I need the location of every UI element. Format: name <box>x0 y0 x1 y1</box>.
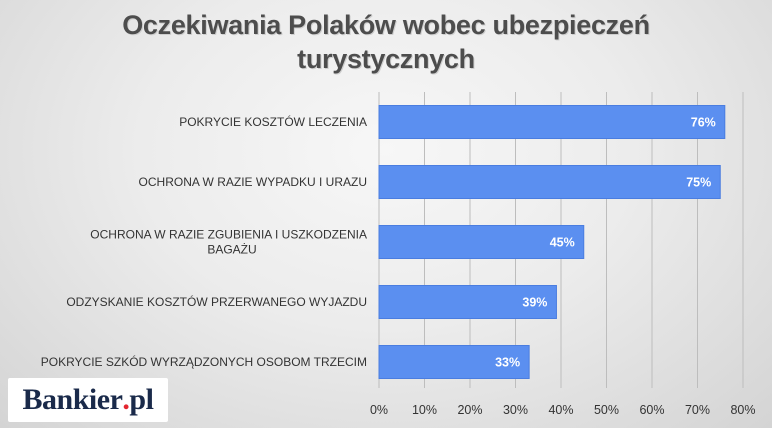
category-label: POKRYCIE KOSZTÓW LECZENIA <box>179 114 367 129</box>
data-label: 45% <box>550 236 575 250</box>
category-label: POKRYCIE SZKÓD WYRZĄDZONYCH OSOBOM TRZEC… <box>41 354 367 369</box>
chart-title-line-2: turystycznych <box>297 44 475 74</box>
x-tick-label: 20% <box>457 403 482 417</box>
x-tick-label: 50% <box>594 403 619 417</box>
category-label: ODZYSKANIE KOSZTÓW PRZERWANEGO WYJAZDU <box>66 294 367 309</box>
data-label: 76% <box>691 116 716 130</box>
data-label: 39% <box>522 296 547 310</box>
category-label: OCHRONA W RAZIE ZGUBIENIA I USZKODZENIA B… <box>90 228 367 257</box>
logo-tld: pl <box>129 383 154 416</box>
x-tick-label: 80% <box>730 403 755 417</box>
chart-title-line-1: Oczekiwania Polaków wobec ubezpieczeń <box>122 10 650 40</box>
chart-title: Oczekiwania Polaków wobec ubezpieczeń tu… <box>86 8 686 76</box>
x-tick-label: 0% <box>370 403 388 417</box>
bars: 76% 75% 45% 39% 33% <box>378 105 726 379</box>
bar <box>378 105 726 139</box>
logo-dot: . <box>122 383 130 416</box>
x-tick-label: 40% <box>548 403 573 417</box>
bar <box>378 165 721 199</box>
data-label: 33% <box>495 356 520 370</box>
category-label: OCHRONA W RAZIE WYPADKU I URAZU <box>139 175 367 189</box>
x-tick-label: 60% <box>639 403 664 417</box>
logo-name: Bankier <box>22 383 123 416</box>
x-tick-label: 10% <box>412 403 437 417</box>
category-labels: POKRYCIE KOSZTÓW LECZENIA OCHRONA W RAZIE… <box>41 114 367 369</box>
data-label: 75% <box>686 176 711 190</box>
x-tick-label: 70% <box>685 403 710 417</box>
x-tick-label: 30% <box>503 403 528 417</box>
bar <box>378 285 557 319</box>
bar <box>378 345 530 379</box>
bankier-logo: Bankier. pl <box>8 378 168 422</box>
x-axis-ticks: 0% 10% 20% 30% 40% 50% 60% 70% 80% <box>370 403 756 417</box>
bar <box>378 225 585 259</box>
